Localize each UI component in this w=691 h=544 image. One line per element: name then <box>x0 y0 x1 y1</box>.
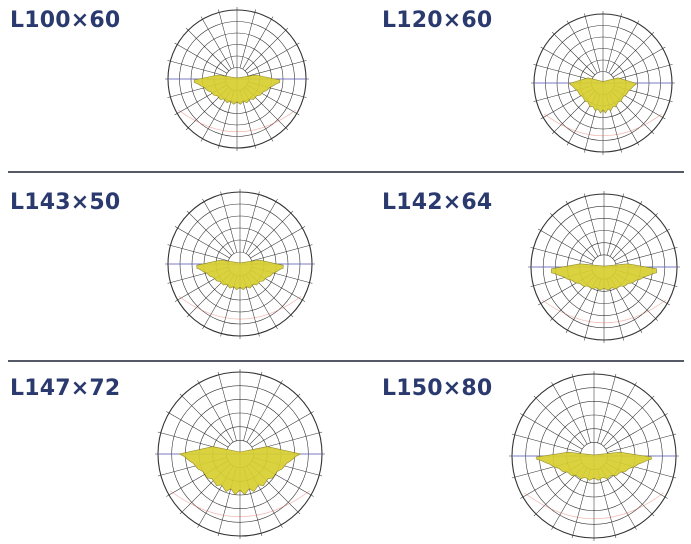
distribution-curve <box>524 492 664 519</box>
model-label: L143×50 <box>10 190 121 215</box>
light-distribution-lobe <box>196 259 284 291</box>
distribution-curve <box>178 109 296 133</box>
model-label: L147×72 <box>10 376 121 401</box>
polar-grid <box>531 11 675 155</box>
row-divider <box>8 171 684 173</box>
model-label: L120×60 <box>382 8 493 33</box>
row-divider <box>8 360 684 362</box>
polar-light-distribution-diagram <box>165 189 315 339</box>
polar-light-distribution-diagram <box>509 371 679 541</box>
polar-light-distribution-diagram <box>531 11 675 155</box>
distribution-curve <box>544 113 662 137</box>
distribution-curve <box>541 299 667 324</box>
light-distribution-lobe <box>569 77 637 114</box>
distribution-curve <box>178 296 302 320</box>
model-label: L150×80 <box>382 376 493 401</box>
light-distribution-lobe <box>536 451 652 481</box>
distribution-curve <box>170 490 310 517</box>
model-label: L100×60 <box>10 8 121 33</box>
light-distribution-lobe <box>178 446 302 496</box>
light-distribution-lobe <box>193 74 281 105</box>
model-label: L142×64 <box>382 190 493 215</box>
polar-light-distribution-diagram <box>528 191 680 343</box>
polar-light-distribution-diagram <box>165 7 309 151</box>
light-distribution-lobe <box>551 263 657 291</box>
polar-light-distribution-diagram <box>155 369 325 539</box>
